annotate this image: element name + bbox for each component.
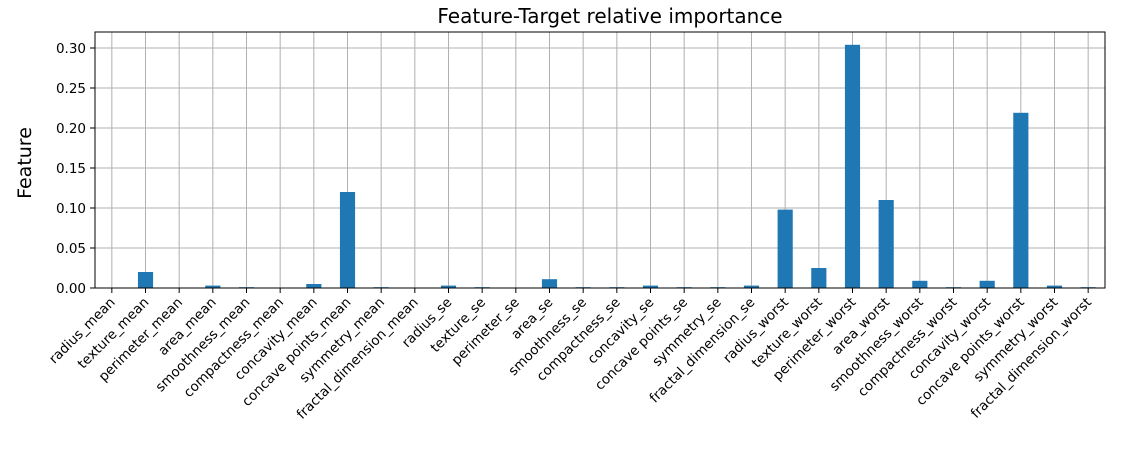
bar	[878, 200, 894, 288]
bar	[777, 209, 793, 288]
y-tick-label: 0.30	[56, 41, 86, 57]
y-tick-label: 0.25	[56, 81, 86, 97]
y-ticks: 0.00 0.05 0.10 0.15 0.20 0.25 0.30	[56, 41, 95, 297]
y-tick-label: 0.10	[56, 201, 86, 217]
bar	[912, 280, 928, 288]
bar	[979, 280, 995, 288]
y-axis-label: Feature	[14, 127, 36, 199]
bar	[137, 272, 154, 288]
bar	[205, 285, 221, 288]
y-tick-label: 0.15	[56, 161, 86, 177]
chart-title: Feature-Target relative importance	[437, 4, 782, 28]
x-ticks: radius_meantexture_meanperimeter_meanare…	[46, 288, 1095, 423]
grid-layer	[95, 32, 1105, 289]
y-tick-label: 0.20	[56, 121, 86, 137]
bar	[541, 279, 558, 288]
y-tick-label: 0.00	[56, 281, 86, 297]
bars-layer	[137, 44, 1096, 288]
bar	[440, 285, 457, 288]
bar	[743, 285, 760, 288]
bar	[642, 285, 659, 288]
y-tick-label: 0.05	[56, 241, 86, 257]
bar	[1046, 285, 1063, 288]
plot-frame	[94, 31, 1106, 289]
bar	[1013, 112, 1029, 288]
bar	[306, 284, 322, 288]
bar	[844, 44, 861, 288]
bar	[811, 268, 827, 288]
bar	[339, 192, 356, 288]
